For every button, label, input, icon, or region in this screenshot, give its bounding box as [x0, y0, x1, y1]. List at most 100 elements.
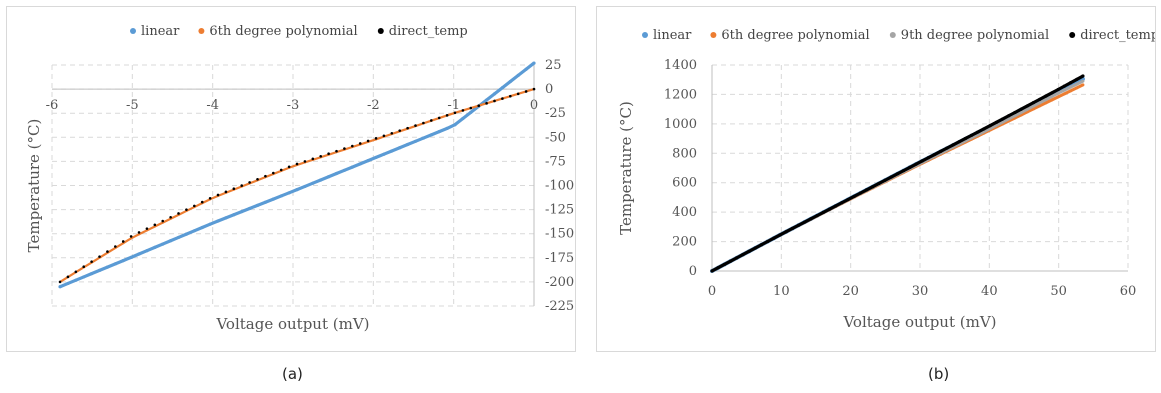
- y-tick-label: 200: [672, 235, 697, 250]
- data-point: [398, 129, 402, 132]
- panel-label-a: (a): [282, 365, 303, 383]
- y-tick-label: 1000: [664, 117, 697, 132]
- data-point: [114, 245, 117, 248]
- legend-marker: [1069, 32, 1076, 38]
- data-point: [193, 204, 196, 208]
- y-tick-label: -100: [545, 179, 574, 194]
- x-tick-label: -5: [126, 98, 139, 113]
- data-point: [445, 114, 449, 117]
- data-point: [319, 154, 323, 158]
- data-point: [256, 178, 259, 181]
- y-tick-label: 0: [545, 82, 553, 97]
- y-tick-label: 1400: [664, 58, 697, 73]
- data-point: [437, 116, 441, 120]
- data-point: [185, 208, 188, 211]
- data-point: [153, 223, 157, 227]
- legend-label: 6th degree polynomial: [209, 24, 357, 39]
- x-tick-label: -4: [206, 98, 219, 113]
- data-point: [351, 144, 354, 148]
- legend-label: direct_temp: [1080, 28, 1155, 43]
- data-point: [461, 109, 465, 112]
- data-point: [200, 200, 204, 204]
- x-tick-label: 30: [912, 284, 929, 299]
- x-tick-label: -6: [46, 98, 59, 113]
- series-line: [711, 74, 1084, 273]
- y-tick-label: -125: [545, 203, 574, 218]
- y-tick-label: 0: [689, 264, 697, 279]
- data-point: [137, 231, 141, 234]
- x-tick-label: -1: [447, 98, 460, 113]
- data-point: [509, 94, 512, 98]
- data-point: [469, 106, 473, 110]
- chart-panel-b: 0 10 20 30 40 50 60 0 200 400 600 800 1000 1200 1400 li…: [596, 6, 1156, 352]
- data-point: [295, 162, 299, 166]
- data-point: [232, 187, 236, 190]
- data-point: [287, 165, 291, 169]
- data-point: [311, 157, 315, 161]
- y-tick-label: -200: [545, 275, 574, 290]
- data-point: [224, 190, 228, 194]
- series-linear: [58, 61, 536, 289]
- y-tick-label: 800: [672, 146, 697, 161]
- data-point: [430, 119, 433, 122]
- legend-marker: [889, 32, 896, 38]
- legend-marker: [377, 28, 384, 34]
- data-point: [303, 160, 307, 163]
- data-point: [516, 92, 520, 96]
- x-tick-label: 0: [530, 98, 538, 113]
- data-point: [121, 240, 125, 243]
- x-tick-label: -3: [287, 98, 300, 113]
- y-tick-label: -150: [545, 227, 574, 242]
- data-point: [58, 280, 62, 284]
- data-point: [240, 184, 244, 187]
- data-point: [390, 131, 394, 135]
- y-axis-title: Temperature (°C): [617, 101, 635, 235]
- data-point: [327, 152, 330, 156]
- legend-label: direct_temp: [389, 24, 468, 39]
- y-tick-label: -75: [545, 154, 566, 169]
- y-tick-label: 600: [672, 176, 697, 191]
- y-tick-label: 1200: [664, 87, 697, 102]
- y-axis-title: Temperature (°C): [25, 119, 43, 253]
- data-point: [177, 212, 180, 215]
- series-line: [59, 61, 535, 289]
- y-tick-label: -50: [545, 130, 566, 145]
- data-point: [366, 139, 370, 143]
- x-tick-label: 50: [1050, 284, 1067, 299]
- chart-panel-a: -6 -5 -4 -3 -2 -1 0 25 0 -25 -50 -75 -100 -125 -150 -17…: [6, 6, 576, 352]
- legend-marker: [198, 28, 205, 34]
- chart-b-svg: 0 10 20 30 40 50 600200400600800100012001400li…: [617, 28, 1155, 331]
- series-direct-temp: [710, 74, 1085, 273]
- legend-marker: [130, 28, 136, 34]
- legend-marker: [710, 32, 717, 38]
- x-axis-title: Voltage output (mV): [215, 315, 369, 333]
- x-tick-label: 10: [773, 284, 790, 299]
- data-point: [532, 87, 536, 91]
- x-tick-label: 40: [981, 284, 998, 299]
- x-axis-title: Voltage output (mV): [842, 313, 996, 331]
- data-point: [358, 142, 362, 145]
- data-point: [161, 219, 165, 223]
- y-tick-label: 25: [545, 58, 562, 73]
- data-point: [382, 134, 386, 138]
- data-point: [248, 181, 251, 184]
- data-point: [106, 250, 109, 253]
- data-point: [90, 260, 93, 263]
- data-point: [98, 255, 101, 258]
- data-point: [272, 171, 275, 175]
- x-tick-label: -2: [367, 98, 380, 113]
- panel-label-b: (b): [928, 365, 950, 383]
- data-point: [82, 265, 86, 269]
- data-point: [335, 149, 338, 153]
- legend-marker: [642, 32, 648, 38]
- data-point: [129, 235, 133, 238]
- series-direct-temp: [58, 87, 536, 284]
- data-point: [453, 111, 457, 115]
- data-point: [74, 270, 78, 274]
- data-point: [264, 174, 267, 178]
- legend-label: linear: [141, 24, 180, 39]
- y-tick-label: -25: [545, 106, 566, 121]
- data-point: [343, 147, 346, 150]
- y-tick-label: 400: [672, 205, 697, 220]
- data-point: [501, 97, 504, 100]
